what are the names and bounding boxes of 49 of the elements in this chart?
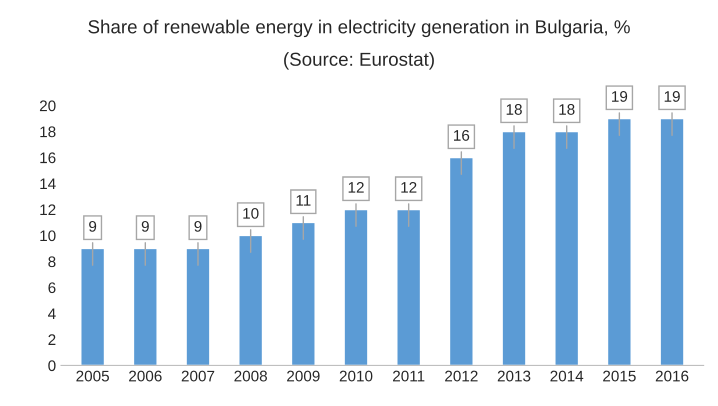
y-tick-label: 6 — [48, 282, 56, 294]
y-tick-label: 2 — [48, 334, 56, 345]
x-tick-label: 2012 — [445, 370, 478, 382]
y-tick-label: 16 — [40, 152, 56, 164]
x-tick-label: 2015 — [603, 370, 636, 382]
data-label: 18 — [559, 104, 575, 115]
data-label: 19 — [612, 91, 628, 102]
bar — [554, 130, 580, 366]
y-tick-label: 0 — [48, 360, 56, 372]
chart-subtitle: (Source: Eurostat) — [284, 52, 434, 70]
data-label: 12 — [348, 182, 364, 193]
x-tick-label: 2008 — [234, 370, 267, 382]
y-tick-label: 12 — [40, 204, 56, 216]
bar — [290, 222, 316, 366]
y-tick-label: 20 — [40, 100, 56, 112]
y-tick-label: 14 — [40, 178, 56, 190]
x-tick-label: 2007 — [182, 370, 214, 382]
y-tick-label: 10 — [40, 230, 56, 242]
y-tick-label: 8 — [48, 256, 56, 268]
data-label: 9 — [142, 220, 149, 232]
bar — [501, 130, 527, 366]
y-tick-label: 18 — [40, 126, 56, 138]
chart-title: Share of renewable energy in electricity generation in Bulgaria, % — [88, 20, 630, 38]
x-tick-label: 2016 — [656, 370, 688, 382]
y-tick-label: 4 — [48, 308, 56, 319]
bar — [448, 156, 474, 366]
x-tick-label: 2014 — [550, 370, 584, 382]
x-tick-label: 2010 — [340, 370, 372, 382]
bar — [343, 208, 369, 366]
x-tick-label: 2006 — [129, 370, 162, 382]
bar — [659, 118, 685, 366]
bar — [396, 208, 422, 366]
data-label: 18 — [506, 104, 522, 115]
data-label: 11 — [296, 195, 311, 206]
data-label: 12 — [401, 182, 416, 193]
data-label: 9 — [194, 220, 202, 232]
bar — [606, 118, 632, 366]
x-tick-label: 2013 — [498, 370, 530, 382]
x-tick-label: 2011 — [393, 370, 424, 382]
data-label: 9 — [89, 220, 96, 232]
data-label: 10 — [243, 208, 259, 219]
bar — [185, 248, 211, 366]
bar — [238, 234, 264, 366]
data-label: 19 — [664, 91, 680, 102]
data-label: 16 — [454, 130, 470, 141]
x-tick-label: 2005 — [76, 370, 109, 382]
bar — [80, 248, 106, 366]
x-tick-label: 2009 — [287, 370, 320, 382]
bar — [132, 248, 158, 366]
